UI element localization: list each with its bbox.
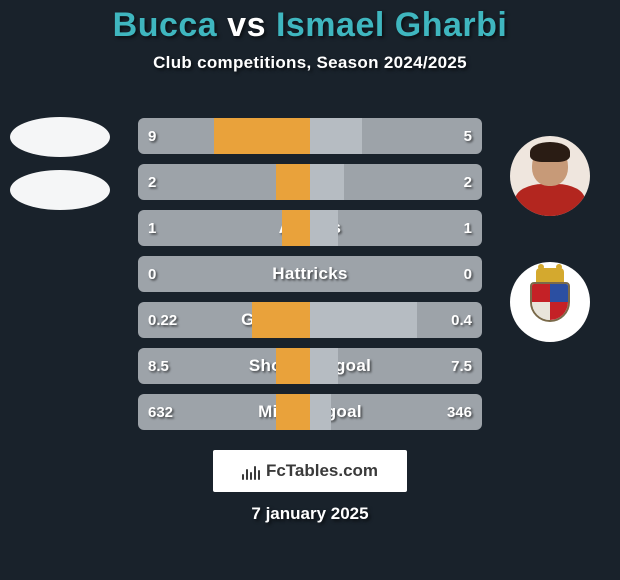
- stat-row: 0.220.4Goals per match: [138, 302, 482, 338]
- stat-value-left: 2: [148, 174, 156, 191]
- stat-value-left: 0.22: [148, 312, 177, 329]
- stat-value-right: 7.5: [451, 358, 472, 375]
- stat-value-right-wrap: 346: [310, 394, 482, 430]
- stat-value-left: 9: [148, 128, 156, 145]
- stat-bar-left: [276, 348, 310, 384]
- stat-bar-left: [276, 164, 310, 200]
- source-badge-text: FcTables.com: [266, 461, 378, 481]
- date-label: 7 january 2025: [0, 504, 620, 524]
- stat-bar-right: [310, 348, 338, 384]
- player2-club-crest: [510, 262, 590, 342]
- player2-photo: [510, 136, 590, 216]
- barchart-icon: [242, 462, 260, 480]
- subtitle: Club competitions, Season 2024/2025: [0, 53, 620, 73]
- player1-club-placeholder: [10, 170, 110, 210]
- stat-value-left: 1: [148, 220, 156, 237]
- title-player1: Bucca: [113, 6, 218, 44]
- stat-value-right-wrap: 0: [310, 256, 482, 292]
- stat-bar-right: [310, 118, 362, 154]
- stat-value-left-wrap: 0: [138, 256, 310, 292]
- stat-bar-right: [310, 164, 344, 200]
- title-player2: Ismael Gharbi: [276, 6, 507, 44]
- stat-value-left: 0: [148, 266, 156, 283]
- stats-table: 95Matches22Goals11Assists00Hattricks0.22…: [138, 118, 482, 440]
- stat-row: 00Hattricks: [138, 256, 482, 292]
- stat-bar-right: [310, 394, 331, 430]
- comparison-card: Bucca vs Ismael Gharbi Club competitions…: [0, 0, 620, 580]
- stat-bar-right: [310, 302, 417, 338]
- stat-row: 95Matches: [138, 118, 482, 154]
- stat-value-right: 346: [447, 404, 472, 421]
- source-badge: FcTables.com: [213, 450, 407, 492]
- stat-bar-left: [276, 394, 310, 430]
- player1-photo-placeholder: [10, 117, 110, 157]
- title-vs: vs: [227, 6, 266, 44]
- stat-row: 8.57.5Shots per goal: [138, 348, 482, 384]
- stat-value-right: 0: [464, 266, 472, 283]
- stat-value-right: 0.4: [451, 312, 472, 329]
- page-title: Bucca vs Ismael Gharbi: [0, 0, 620, 45]
- stat-bar-left: [252, 302, 310, 338]
- stat-bar-right: [310, 210, 338, 246]
- stat-row: 22Goals: [138, 164, 482, 200]
- stat-value-right: 2: [464, 174, 472, 191]
- stat-row: 11Assists: [138, 210, 482, 246]
- stat-bar-left: [282, 210, 310, 246]
- stat-value-right: 1: [464, 220, 472, 237]
- stat-row: 632346Min per goal: [138, 394, 482, 430]
- stat-bar-left: [214, 118, 310, 154]
- stat-value-left: 8.5: [148, 358, 169, 375]
- stat-value-right: 5: [464, 128, 472, 145]
- stat-value-left: 632: [148, 404, 173, 421]
